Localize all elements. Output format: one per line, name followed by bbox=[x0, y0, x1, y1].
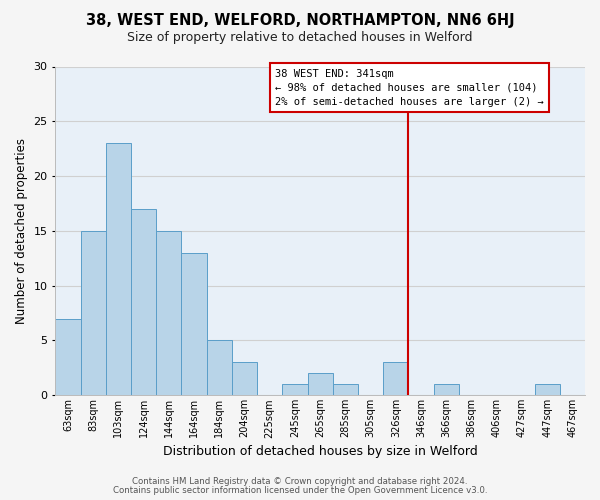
Bar bbox=[283, 384, 308, 396]
Bar bbox=[181, 253, 206, 396]
Text: 38, WEST END, WELFORD, NORTHAMPTON, NN6 6HJ: 38, WEST END, WELFORD, NORTHAMPTON, NN6 … bbox=[86, 12, 514, 28]
Bar bbox=[383, 362, 409, 396]
Y-axis label: Number of detached properties: Number of detached properties bbox=[15, 138, 28, 324]
Bar bbox=[106, 143, 131, 396]
Bar bbox=[206, 340, 232, 396]
Bar bbox=[156, 231, 181, 396]
Bar bbox=[80, 231, 106, 396]
Bar bbox=[434, 384, 459, 396]
Bar bbox=[308, 374, 333, 396]
Text: Contains HM Land Registry data © Crown copyright and database right 2024.: Contains HM Land Registry data © Crown c… bbox=[132, 477, 468, 486]
Text: 38 WEST END: 341sqm
← 98% of detached houses are smaller (104)
2% of semi-detach: 38 WEST END: 341sqm ← 98% of detached ho… bbox=[275, 68, 544, 106]
Bar bbox=[131, 209, 156, 396]
Bar bbox=[55, 318, 80, 396]
Bar bbox=[333, 384, 358, 396]
Bar bbox=[232, 362, 257, 396]
Text: Contains public sector information licensed under the Open Government Licence v3: Contains public sector information licen… bbox=[113, 486, 487, 495]
Bar bbox=[535, 384, 560, 396]
Text: Size of property relative to detached houses in Welford: Size of property relative to detached ho… bbox=[127, 31, 473, 44]
X-axis label: Distribution of detached houses by size in Welford: Distribution of detached houses by size … bbox=[163, 444, 478, 458]
